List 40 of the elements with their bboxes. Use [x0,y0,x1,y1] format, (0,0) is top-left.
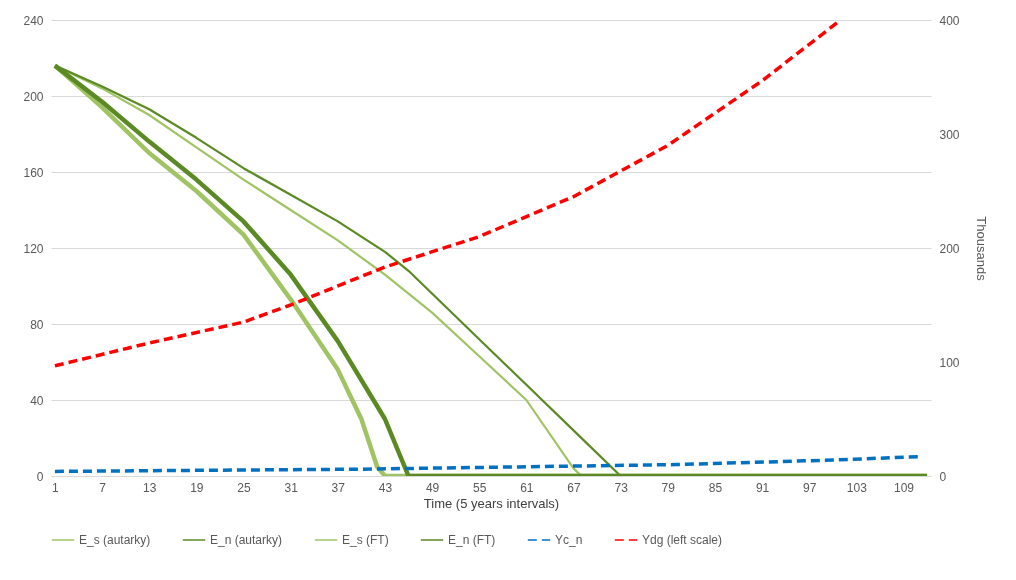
x-tick-label: 19 [190,480,204,495]
legend-label: E_n (autarky) [210,533,283,547]
y-tick-label: 0 [36,469,44,484]
line-series [53,454,921,474]
x-tick-label: 79 [661,480,676,495]
y-tick-label: 40 [30,393,44,408]
x-tick-label: 61 [520,480,534,495]
x-tick-label: 37 [331,480,346,495]
legend-label: Ydg (left scale) [642,533,723,547]
y-tick-label: 240 [23,13,44,28]
x-tick-label: 13 [143,480,157,495]
y-tick-label: 120 [23,241,44,256]
x-tick-label: 103 [846,480,868,495]
x-tick-label: 67 [567,480,581,495]
x-tick-label: 31 [284,480,299,495]
x-tick-label: 109 [893,480,915,495]
x-tick-label: 43 [378,480,393,495]
y-tick-label: 80 [30,317,44,332]
legend-label: E_n (FT) [448,533,496,547]
y2-tick-label: 300 [939,127,960,142]
x-tick-label: 1 [52,480,60,495]
x-tick-label: 55 [473,480,487,495]
legend-label: E_s (autarky) [79,533,151,547]
x-tick-label: 49 [425,480,440,495]
y2-axis-title: Thousands [973,216,989,282]
x-tick-label: 7 [99,480,107,495]
x-tick-label: 91 [755,480,770,495]
legend-label: Yc_n [555,533,583,547]
x-tick-label: 85 [708,480,723,495]
y2-tick-label: 200 [939,241,960,256]
x-tick-label: 97 [803,480,817,495]
y2-tick-label: 0 [939,469,947,484]
x-tick-label: 25 [237,480,251,495]
y2-tick-label: 400 [939,13,960,28]
legend-label: E_s (FT) [342,533,389,547]
x-tick-label: 73 [614,480,629,495]
y-tick-label: 200 [23,89,44,104]
x-axis-title: Time (5 years intervals) [423,495,560,511]
y-tick-label: 160 [23,165,44,180]
y2-tick-label: 100 [939,355,960,370]
